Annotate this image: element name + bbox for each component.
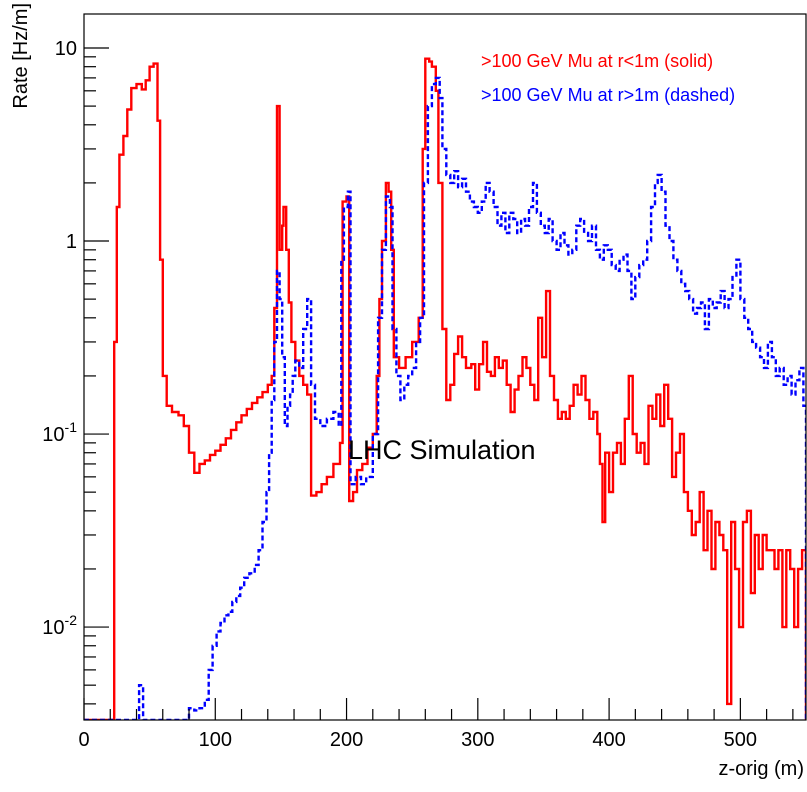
x-tick-label: 500 [724, 729, 757, 751]
x-tick-label: 0 [78, 729, 89, 751]
chart-annotation: LHC Simulation [348, 435, 536, 465]
y-tick-label: 1 [66, 231, 77, 253]
x-axis-label: z-orig (m) [718, 758, 804, 780]
legend: >100 GeV Mu at r<1m (solid) >100 GeV Mu … [481, 51, 735, 105]
y-tick-label: 10 [55, 38, 77, 60]
legend-entry-solid: >100 GeV Mu at r<1m (solid) [481, 51, 713, 71]
axes-layer: 0 100 200 300 400 500 10-2 10-1 1 10 [42, 38, 794, 751]
plot-frame [83, 13, 807, 721]
series-line-dashed [84, 76, 806, 720]
y-axis-label: Rate [Hz/m] [10, 3, 32, 109]
y-tick-label: 10-2 [42, 612, 77, 639]
x-tick-label: 200 [330, 729, 363, 751]
series-line-solid [84, 57, 806, 720]
series-layer [84, 57, 806, 720]
legend-entry-dashed: >100 GeV Mu at r>1m (dashed) [481, 85, 735, 105]
y-tick-label: 10-1 [42, 419, 77, 446]
x-tick-label: 100 [199, 729, 232, 751]
x-tick-label: 400 [592, 729, 625, 751]
x-tick-label: 300 [461, 729, 494, 751]
